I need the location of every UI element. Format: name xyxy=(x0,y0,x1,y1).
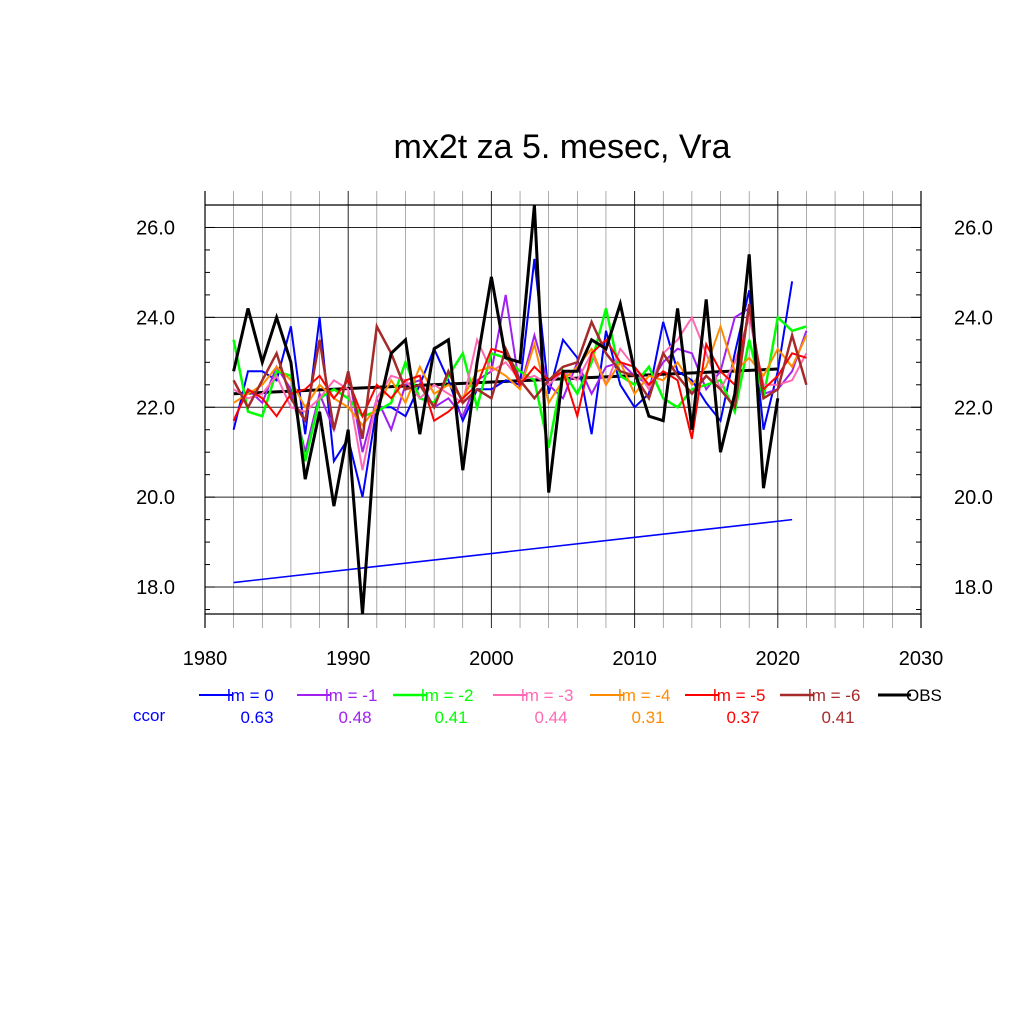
x-tick-label: 2010 xyxy=(612,648,657,670)
ccor-value: 0.31 xyxy=(631,708,664,727)
x-tick-label: 1990 xyxy=(326,648,371,670)
y-tick-label-left: 18.0 xyxy=(136,577,175,599)
y-tick-label-right: 26.0 xyxy=(954,217,993,239)
series-line-lm-6 xyxy=(232,303,808,439)
legend-item: lm = -2 0.41 xyxy=(393,686,473,727)
y-tick-label-left: 24.0 xyxy=(136,307,175,329)
trend-line xyxy=(233,518,793,584)
legend-label: lm = -2 xyxy=(421,686,473,705)
legend-item: lm = -5 0.37 xyxy=(685,686,765,727)
x-tick-label: 2020 xyxy=(756,648,801,670)
x-tick-label: 1980 xyxy=(183,648,228,670)
plot-frame xyxy=(204,191,922,628)
x-tick-label: 2030 xyxy=(899,648,944,670)
y-tick-label-right: 20.0 xyxy=(954,487,993,509)
y-tick-label-right: 18.0 xyxy=(954,577,993,599)
ccor-label: ccor xyxy=(133,706,165,725)
ccor-value: 0.41 xyxy=(434,708,467,727)
ccor-value: 0.63 xyxy=(240,708,273,727)
ccor-value: 0.48 xyxy=(338,708,371,727)
legend-item: lm = -3 0.44 xyxy=(493,686,573,727)
legend-item: lm = -4 0.31 xyxy=(590,686,670,727)
legend-label: lm = -6 xyxy=(808,686,860,705)
ccor-value: 0.44 xyxy=(534,708,567,727)
ccor-value: 0.37 xyxy=(726,708,759,727)
legend-label: OBS xyxy=(906,686,942,705)
legend-label: lm = -3 xyxy=(521,686,573,705)
y-tick-label-left: 22.0 xyxy=(136,397,175,419)
series-line-obs xyxy=(232,204,780,615)
y-tick-label-left: 20.0 xyxy=(136,487,175,509)
legend: lm = 0 0.63 lm = -1 0.48 lm = -2 0.41 lm = -3 0… xyxy=(133,686,942,727)
legend-item: OBS xyxy=(878,686,942,705)
legend-label: lm = -1 xyxy=(325,686,377,705)
ccor-value: 0.41 xyxy=(821,708,854,727)
legend-label: lm = 0 xyxy=(227,686,274,705)
legend-item: lm = 0 0.63 xyxy=(199,686,274,727)
y-tick-label-left: 26.0 xyxy=(136,217,175,239)
legend-label: lm = -5 xyxy=(713,686,765,705)
x-tick-label: 2000 xyxy=(469,648,514,670)
grid-lines xyxy=(205,191,921,628)
y-tick-label-right: 22.0 xyxy=(954,397,993,419)
series-lines xyxy=(232,204,808,615)
legend-item: lm = -1 0.48 xyxy=(297,686,377,727)
legend-label: lm = -4 xyxy=(618,686,670,705)
legend-item: lm = -6 0.41 xyxy=(780,686,860,727)
axis-ticks: 18.0 18.0 20.0 20.0 22.0 22.0 24.0 24.0 26.0 26.0… xyxy=(136,204,993,670)
chart-title: mx2t za 5. mesec, Vra xyxy=(394,128,731,166)
y-tick-label-right: 24.0 xyxy=(954,307,993,329)
